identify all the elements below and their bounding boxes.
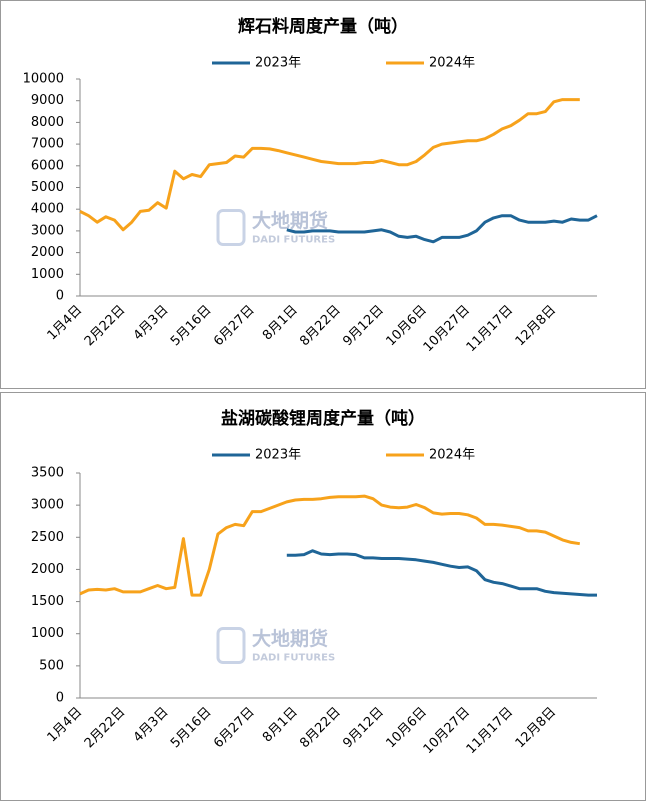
y-tick-label: 3500 [31, 466, 64, 481]
legend-label: 2024年 [429, 56, 475, 71]
y-tick-label: 5000 [31, 180, 64, 195]
series-line [286, 549, 597, 597]
legend-label: 2024年 [429, 448, 475, 463]
watermark-sub: DADI FUTURES [252, 653, 335, 664]
y-tick-label: 1500 [31, 594, 64, 609]
x-tick-label: 12月8日 [513, 705, 560, 752]
logo [216, 209, 246, 246]
x-tick-label: 9月12日 [340, 303, 387, 350]
x-tick-label: 9月12日 [340, 705, 387, 752]
y-tick-label: 3000 [31, 223, 64, 238]
x-tick-label: 8月22日 [297, 303, 344, 350]
y-tick-label: 6000 [31, 158, 64, 173]
x-tick-label: 12月8日 [513, 303, 560, 350]
x-tick-label: 5月16日 [168, 303, 215, 350]
y-tick-label: 0 [56, 289, 64, 304]
x-tick-label: 8月22日 [297, 705, 344, 752]
watermark-sub: DADI FUTURES [252, 235, 335, 246]
x-tick-label: 11月17日 [464, 303, 516, 355]
y-tick-label: 9000 [31, 93, 64, 108]
chart-title: 辉石料周度产量（吨） [238, 16, 408, 37]
y-tick-label: 1000 [31, 626, 64, 641]
legend-label: 2023年 [255, 448, 301, 463]
x-tick-label: 2月22日 [82, 303, 129, 350]
x-tick-label: 4月3日 [131, 303, 172, 344]
legend-label: 2023年 [255, 56, 301, 71]
series-line [286, 214, 598, 244]
y-tick-label: 2000 [31, 245, 64, 260]
x-tick-label: 5月16日 [168, 705, 215, 752]
series-line [79, 98, 580, 232]
x-tick-label: 8月1日 [260, 303, 301, 344]
y-tick-label: 8000 [31, 115, 64, 130]
y-tick-label: 3000 [31, 498, 64, 513]
y-tick-label: 10000 [23, 72, 64, 87]
x-tick-label: 1月4日 [45, 705, 86, 746]
watermark-name: 大地期货 [252, 627, 328, 650]
y-tick-label: 7000 [31, 137, 64, 152]
x-tick-label: 4月3日 [131, 705, 172, 746]
watermark-name: 大地期货 [252, 209, 328, 232]
y-tick-label: 2500 [31, 530, 64, 545]
y-tick-label: 0 [56, 691, 64, 706]
logo [216, 627, 246, 664]
y-tick-label: 2000 [31, 562, 64, 577]
x-tick-label: 6月27日 [211, 705, 258, 752]
x-tick-label: 8月1日 [260, 705, 301, 746]
x-tick-label: 1月4日 [45, 303, 86, 344]
x-tick-label: 11月17日 [464, 705, 516, 757]
y-tick-label: 4000 [31, 202, 64, 217]
x-tick-label: 2月22日 [82, 705, 129, 752]
chart-title: 盐湖碳酸锂周度产量（吨） [221, 408, 425, 429]
series-line [79, 494, 581, 597]
y-tick-label: 1000 [31, 267, 64, 282]
y-tick-label: 500 [39, 658, 64, 673]
x-tick-label: 6月27日 [211, 303, 258, 350]
